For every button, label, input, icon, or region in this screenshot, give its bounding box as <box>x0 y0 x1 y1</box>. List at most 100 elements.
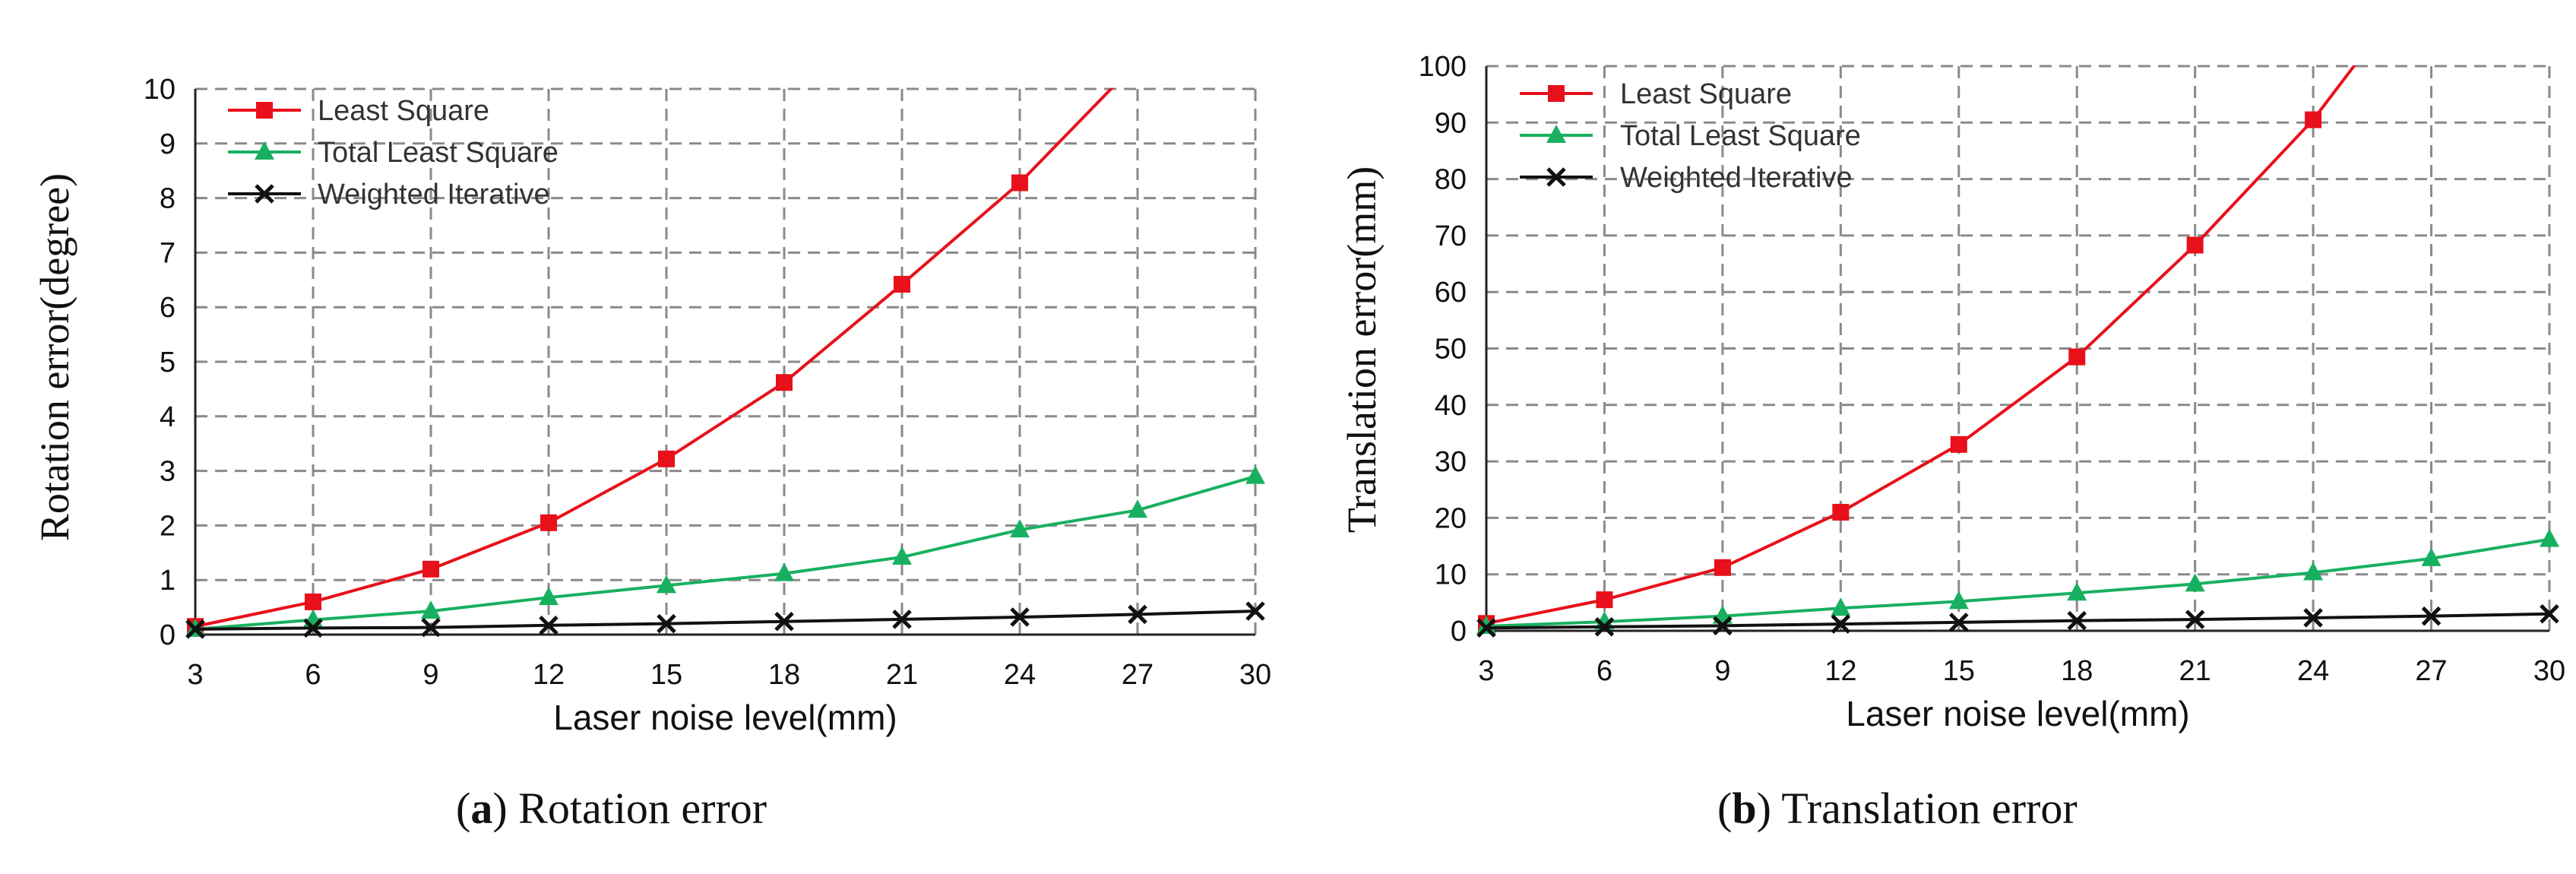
x-tick-label: 6 <box>1597 655 1612 687</box>
y-tick-label: 80 <box>1435 164 1467 196</box>
y-tick-label: 90 <box>1435 107 1467 139</box>
data-point <box>305 593 321 610</box>
y-tick-label: 40 <box>1435 390 1467 422</box>
x-axis-title: Laser noise level(mm) <box>553 698 897 737</box>
data-point <box>774 612 794 632</box>
x-tick-label: 27 <box>1122 659 1154 691</box>
data-point <box>422 560 439 578</box>
legend-label: Least Square <box>318 95 489 127</box>
data-point <box>657 575 676 594</box>
x-tick-label: 21 <box>886 659 918 691</box>
data-point <box>2421 547 2442 566</box>
data-point <box>421 617 441 638</box>
x-tick-label: 3 <box>1478 655 1494 687</box>
data-point <box>1129 53 1146 70</box>
x-tick-label: 24 <box>1004 659 1036 691</box>
y-tick-label: 50 <box>1435 334 1467 366</box>
caption-b-text: Translation error <box>1781 784 2078 833</box>
data-point <box>1713 616 1733 636</box>
data-point <box>657 613 676 634</box>
legend-label: Weighted Iterative <box>1620 162 1853 194</box>
data-point <box>1128 499 1147 518</box>
data-point <box>540 514 557 531</box>
series-line <box>195 88 1114 629</box>
caption-b-letter: b <box>1732 784 1757 833</box>
legend: Least Square Total Least Square Weighted I… <box>1520 78 1861 194</box>
legend-label: Total Least Square <box>1620 120 1861 152</box>
series-line <box>195 610 1256 631</box>
data-point <box>539 587 559 606</box>
data-point <box>421 600 441 619</box>
legend-marker <box>255 141 274 160</box>
y-tick-label: 7 <box>160 237 176 269</box>
series-line <box>1486 65 2357 625</box>
legend-label: Least Square <box>1620 78 1792 110</box>
y-tick-label: 1 <box>160 565 176 597</box>
x-tick-label: 15 <box>650 659 682 691</box>
x-tick-label: 30 <box>2533 655 2565 687</box>
caption-a-text: Rotation error <box>518 784 767 833</box>
data-point <box>2540 528 2559 547</box>
legend-marker <box>1548 85 1565 102</box>
y-tick-label: 60 <box>1435 277 1467 309</box>
data-point <box>1596 591 1613 609</box>
legend-marker <box>1546 125 1566 143</box>
data-point <box>1714 559 1731 576</box>
x-tick-label: 12 <box>533 659 565 691</box>
x-tick-label: 9 <box>422 659 438 691</box>
data-point <box>1831 614 1851 634</box>
data-point <box>2185 610 2205 629</box>
data-point <box>185 619 205 639</box>
y-tick-label: 10 <box>1435 559 1467 591</box>
x-tick-label: 9 <box>1714 655 1730 687</box>
data-point <box>539 616 559 635</box>
data-point <box>2303 562 2324 581</box>
y-tick-label: 8 <box>160 183 176 215</box>
legend-marker <box>256 102 273 119</box>
y-tick-label: 6 <box>160 292 176 324</box>
x-tick-label: 27 <box>2415 655 2447 687</box>
y-tick-label: 2 <box>160 510 176 542</box>
caption-a: (a) Rotation error <box>456 784 767 833</box>
x-tick-label: 6 <box>305 659 321 691</box>
data-point <box>1010 519 1030 538</box>
y-tick-label: 10 <box>144 74 176 106</box>
x-tick-label: 12 <box>1824 655 1856 687</box>
series-line <box>1486 537 2550 629</box>
x-axis-title: Laser noise level(mm) <box>1846 694 2189 733</box>
caption-b: (b) Translation error <box>1717 784 2078 833</box>
data-point <box>2540 603 2559 624</box>
data-point <box>2421 606 2442 626</box>
series-line <box>195 474 1256 631</box>
data-point <box>1948 591 1969 610</box>
data-point <box>1832 503 1850 521</box>
series-weighted-iterative <box>1476 603 2559 638</box>
data-point <box>1245 465 1265 484</box>
y-tick-label: 70 <box>1435 220 1467 252</box>
data-point <box>1949 613 1969 632</box>
x-tick-label: 24 <box>2297 655 2329 687</box>
data-point <box>1594 611 1615 630</box>
y-tick-label: 9 <box>160 128 176 160</box>
data-point <box>1594 617 1615 637</box>
data-point <box>2068 348 2086 366</box>
y-tick-label: 0 <box>1451 616 1467 648</box>
y-tick-label: 0 <box>160 619 176 651</box>
y-tick-label: 30 <box>1435 446 1467 478</box>
y-tick-label: 5 <box>160 347 176 378</box>
data-point <box>776 374 793 391</box>
legend-label: Total Least Square <box>318 137 559 169</box>
data-point <box>2185 573 2205 592</box>
data-point <box>2067 582 2087 601</box>
legend: Least Square Total Least Square Weighted I… <box>228 95 559 211</box>
x-tick-label: 21 <box>2179 655 2211 687</box>
legend-label: Weighted Iterative <box>318 179 550 211</box>
x-tick-label: 30 <box>1239 659 1271 691</box>
x-tick-label: 18 <box>2061 655 2093 687</box>
data-point <box>2067 610 2087 631</box>
data-point <box>1950 435 1967 453</box>
data-point <box>1831 597 1851 616</box>
data-point <box>1476 618 1496 638</box>
y-tick-label: 100 <box>1419 51 1467 83</box>
